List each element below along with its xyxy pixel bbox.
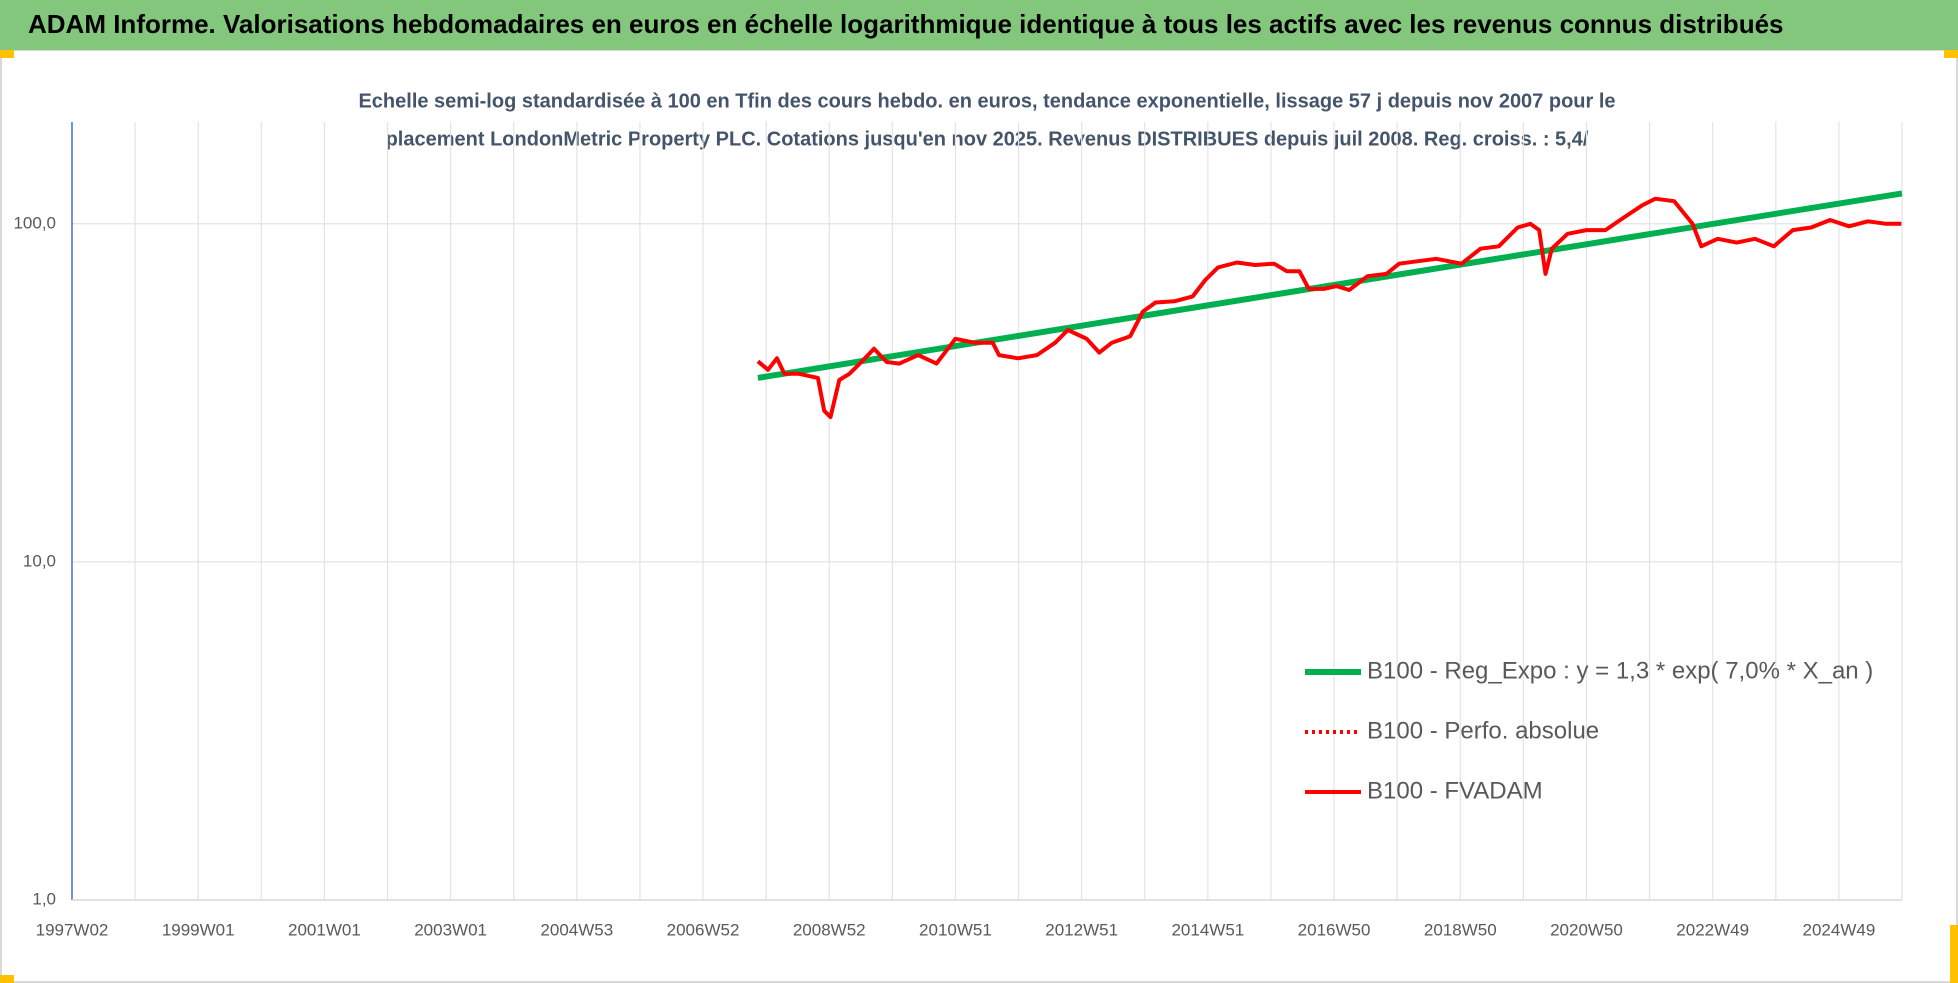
x-tick-label: 2010W51 — [919, 920, 992, 939]
legend-label: B100 - Reg_Expo : y = 1,3 * exp( 7,0% * … — [1367, 657, 1873, 684]
corner-mark — [0, 975, 14, 983]
x-tick-label: 2001W01 — [288, 920, 361, 939]
x-tick-label: 2018W50 — [1424, 920, 1497, 939]
legend-label: B100 - FVADAM — [1367, 777, 1543, 804]
y-tick-label: 1,0 — [32, 889, 56, 908]
x-tick-label: 2016W50 — [1298, 920, 1371, 939]
corner-mark — [1944, 50, 1958, 58]
chart-subtitle: placement LondonMetric Property PLC. Cot… — [386, 128, 1589, 150]
y-tick-label: 100,0 — [13, 213, 56, 232]
x-tick-label: 2003W01 — [414, 920, 487, 939]
legend-label: B100 - Perfo. absolue — [1367, 717, 1599, 744]
y-tick-label: 10,0 — [23, 551, 56, 570]
x-tick-label: 2022W49 — [1676, 920, 1749, 939]
chart-subtitle: Echelle semi-log standardisée à 100 en T… — [358, 90, 1615, 112]
x-tick-label: 2024W49 — [1803, 920, 1876, 939]
x-tick-label: 2004W53 — [540, 920, 613, 939]
x-tick-label: 2006W52 — [667, 920, 740, 939]
corner-mark — [0, 50, 14, 58]
x-tick-label: 1999W01 — [162, 920, 235, 939]
x-tick-label: 2008W52 — [793, 920, 866, 939]
x-tick-label: 1997W02 — [36, 920, 109, 939]
x-tick-label: 2020W50 — [1550, 920, 1623, 939]
header-band — [0, 0, 1958, 50]
x-tick-label: 2012W51 — [1045, 920, 1118, 939]
x-tick-label: 2014W51 — [1171, 920, 1244, 939]
corner-mark — [1950, 925, 1958, 983]
series-line — [756, 196, 1902, 420]
header-title: ADAM Informe. Valorisations hebdomadaire… — [28, 9, 1784, 39]
